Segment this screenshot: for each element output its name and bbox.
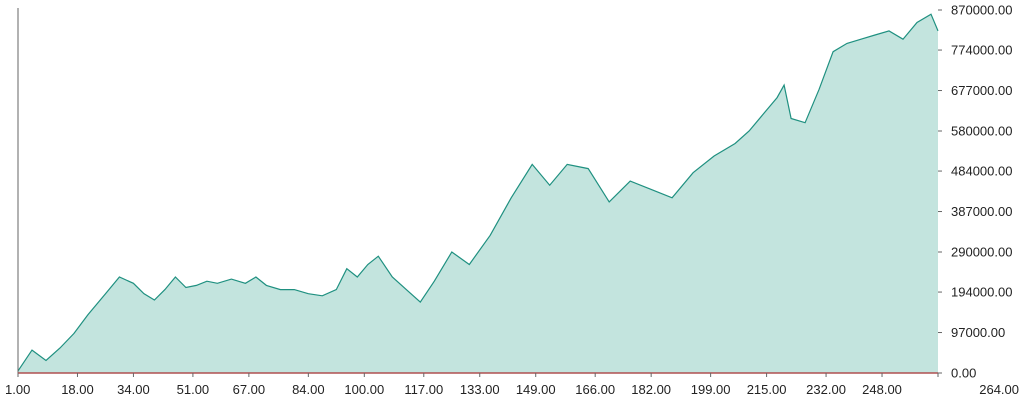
- x-tick-label: 117.00: [404, 382, 443, 397]
- x-tick-label: 34.00: [117, 382, 150, 397]
- x-tick-label: 264.00: [979, 382, 1019, 397]
- series-line: [17, 13, 939, 372]
- x-tick-label: 18.00: [61, 382, 94, 397]
- x-tick-label: 166.00: [575, 382, 615, 397]
- y-tick-label: 484000.00: [951, 164, 1012, 179]
- x-tick-label: 133.00: [460, 382, 500, 397]
- series-area: [18, 14, 938, 373]
- y-tick-label: 774000.00: [951, 43, 1012, 58]
- x-tick-label: 248.00: [862, 382, 902, 397]
- x-tick-label: 182.00: [631, 382, 671, 397]
- x-tick-label: 232.00: [806, 382, 846, 397]
- x-tick-label: 215.00: [747, 382, 787, 397]
- y-tick-label: 0.00: [951, 366, 976, 381]
- y-tick-label: 97000.00: [951, 325, 1005, 340]
- y-tick-label: 387000.00: [951, 204, 1012, 219]
- x-tick-label: 199.00: [691, 382, 731, 397]
- y-tick-label: 194000.00: [951, 285, 1012, 300]
- x-tick-label: 1.00: [5, 382, 30, 397]
- x-tick-label: 84.00: [292, 382, 325, 397]
- x-tick-label: 67.00: [233, 382, 266, 397]
- area-layer: [17, 13, 939, 373]
- y-tick-labels: 0.00 97000.00 194000.00 290000.00 387000.00 4…: [938, 3, 1012, 381]
- y-tick-label: 290000.00: [951, 245, 1012, 260]
- axes: [17, 8, 938, 374]
- x-tick-labels: 1.00 18.00 34.00 51.00 67.00 84.00 100.00 117.0…: [5, 373, 1019, 397]
- x-tick-label: 100.00: [344, 382, 384, 397]
- x-tick-label: 51.00: [177, 382, 210, 397]
- y-tick-label: 870000.00: [951, 3, 1012, 18]
- x-tick-label: 149.00: [516, 382, 556, 397]
- y-tick-label: 580000.00: [951, 124, 1012, 139]
- y-tick-label: 677000.00: [951, 83, 1012, 98]
